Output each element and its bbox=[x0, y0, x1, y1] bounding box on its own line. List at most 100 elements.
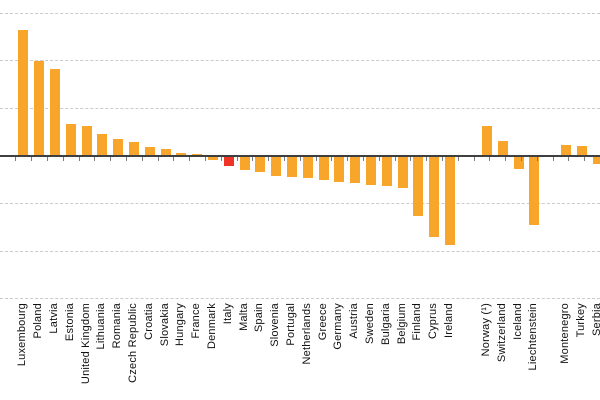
label-italy: Italy bbox=[222, 303, 234, 325]
gridline--1 bbox=[0, 203, 600, 204]
axis-tick bbox=[284, 157, 285, 161]
axis-tick bbox=[237, 157, 238, 161]
bar-netherlands bbox=[303, 156, 313, 178]
axis-tick bbox=[268, 157, 269, 161]
axis-tick bbox=[47, 157, 48, 161]
zero-axis-line bbox=[0, 155, 600, 157]
axis-tick bbox=[379, 157, 380, 161]
axis-tick bbox=[458, 157, 459, 161]
bar-romania bbox=[113, 139, 123, 156]
axis-tick bbox=[521, 157, 522, 161]
label-denmark: Denmark bbox=[206, 303, 218, 350]
bar-greece bbox=[319, 156, 329, 180]
axis-tick bbox=[79, 157, 80, 161]
axis-tick bbox=[363, 157, 364, 161]
gridline--3 bbox=[0, 298, 600, 299]
label-netherlands: Netherlands bbox=[301, 303, 313, 365]
label-france: France bbox=[190, 303, 202, 339]
bar-liechtenstein bbox=[529, 156, 539, 225]
label-greece: Greece bbox=[317, 303, 329, 341]
bar-cyprus bbox=[429, 156, 439, 237]
label-latvia: Latvia bbox=[48, 303, 60, 334]
label-turkey: Turkey bbox=[575, 303, 587, 338]
label-montenegro: Montenegro bbox=[559, 303, 571, 364]
axis-tick bbox=[331, 157, 332, 161]
bar-ireland bbox=[445, 156, 455, 245]
bar-bulgaria bbox=[382, 156, 392, 186]
bar-denmark bbox=[208, 156, 218, 160]
axis-tick bbox=[31, 157, 32, 161]
axis-tick bbox=[252, 157, 253, 161]
label-sweden: Sweden bbox=[364, 303, 376, 344]
bar-spain bbox=[255, 156, 265, 172]
bar-sweden bbox=[366, 156, 376, 185]
axis-tick bbox=[395, 157, 396, 161]
axis-tick bbox=[221, 157, 222, 161]
label-czech-republic: Czech Republic bbox=[127, 303, 139, 383]
axis-tick bbox=[173, 157, 174, 161]
label-slovenia: Slovenia bbox=[269, 303, 281, 347]
label-ireland: Ireland bbox=[443, 303, 455, 339]
axis-tick bbox=[489, 157, 490, 161]
bar-hungary bbox=[176, 153, 186, 156]
axis-tick bbox=[316, 157, 317, 161]
label-germany: Germany bbox=[332, 303, 344, 350]
axis-tick bbox=[142, 157, 143, 161]
axis-tick bbox=[205, 157, 206, 161]
label-bulgaria: Bulgaria bbox=[380, 303, 392, 345]
label-cyprus: Cyprus bbox=[427, 303, 439, 340]
label-estonia: Estonia bbox=[64, 303, 76, 342]
axis-tick bbox=[442, 157, 443, 161]
label-liechtenstein: Liechtenstein bbox=[527, 303, 539, 371]
axis-tick bbox=[63, 157, 64, 161]
label-poland: Poland bbox=[32, 303, 44, 339]
bar-turkey bbox=[577, 146, 587, 156]
bar-serbia bbox=[593, 156, 600, 164]
label-spain: Spain bbox=[253, 303, 265, 333]
bar-estonia bbox=[66, 124, 76, 156]
label-luxembourg: Luxembourg bbox=[16, 303, 28, 367]
label-croatia: Croatia bbox=[143, 303, 155, 340]
label-slovakia: Slovakia bbox=[159, 303, 171, 347]
label-united-kingdom: United Kingdom bbox=[80, 303, 92, 385]
gridline--2 bbox=[0, 251, 600, 252]
bar-croatia bbox=[145, 147, 155, 156]
bar-united-kingdom bbox=[82, 126, 92, 156]
axis-tick bbox=[410, 157, 411, 161]
gridline-2 bbox=[0, 60, 600, 61]
gridline-1 bbox=[0, 108, 600, 109]
label-serbia: Serbia bbox=[591, 303, 600, 336]
label-iceland: Iceland bbox=[512, 303, 524, 340]
label-romania: Romania bbox=[111, 303, 123, 349]
bar-austria bbox=[350, 156, 360, 183]
bar-italy bbox=[224, 156, 234, 166]
label-malta: Malta bbox=[238, 303, 250, 331]
label-hungary: Hungary bbox=[174, 303, 186, 346]
bar-germany bbox=[334, 156, 344, 182]
bar-montenegro bbox=[561, 145, 571, 156]
axis-tick bbox=[347, 157, 348, 161]
bar-iceland bbox=[514, 156, 524, 169]
axis-tick bbox=[300, 157, 301, 161]
label-lithuania: Lithuania bbox=[95, 303, 107, 350]
axis-tick bbox=[426, 157, 427, 161]
axis-tick bbox=[505, 157, 506, 161]
label-belgium: Belgium bbox=[396, 303, 408, 345]
bar-switzerland bbox=[498, 141, 508, 156]
axis-tick bbox=[94, 157, 95, 161]
axis-tick bbox=[126, 157, 127, 161]
bar-latvia bbox=[50, 69, 60, 156]
axis-tick bbox=[189, 157, 190, 161]
label-finland: Finland bbox=[411, 303, 423, 341]
axis-tick bbox=[158, 157, 159, 161]
bar-luxembourg bbox=[18, 30, 28, 156]
axis-tick bbox=[584, 157, 585, 161]
bar-lithuania bbox=[97, 134, 107, 156]
gridline-3 bbox=[0, 13, 600, 14]
bar-slovakia bbox=[161, 149, 171, 156]
bar-czech-republic bbox=[129, 142, 139, 156]
bar-malta bbox=[240, 156, 250, 170]
label-norway: Norway (¹) bbox=[480, 303, 492, 357]
